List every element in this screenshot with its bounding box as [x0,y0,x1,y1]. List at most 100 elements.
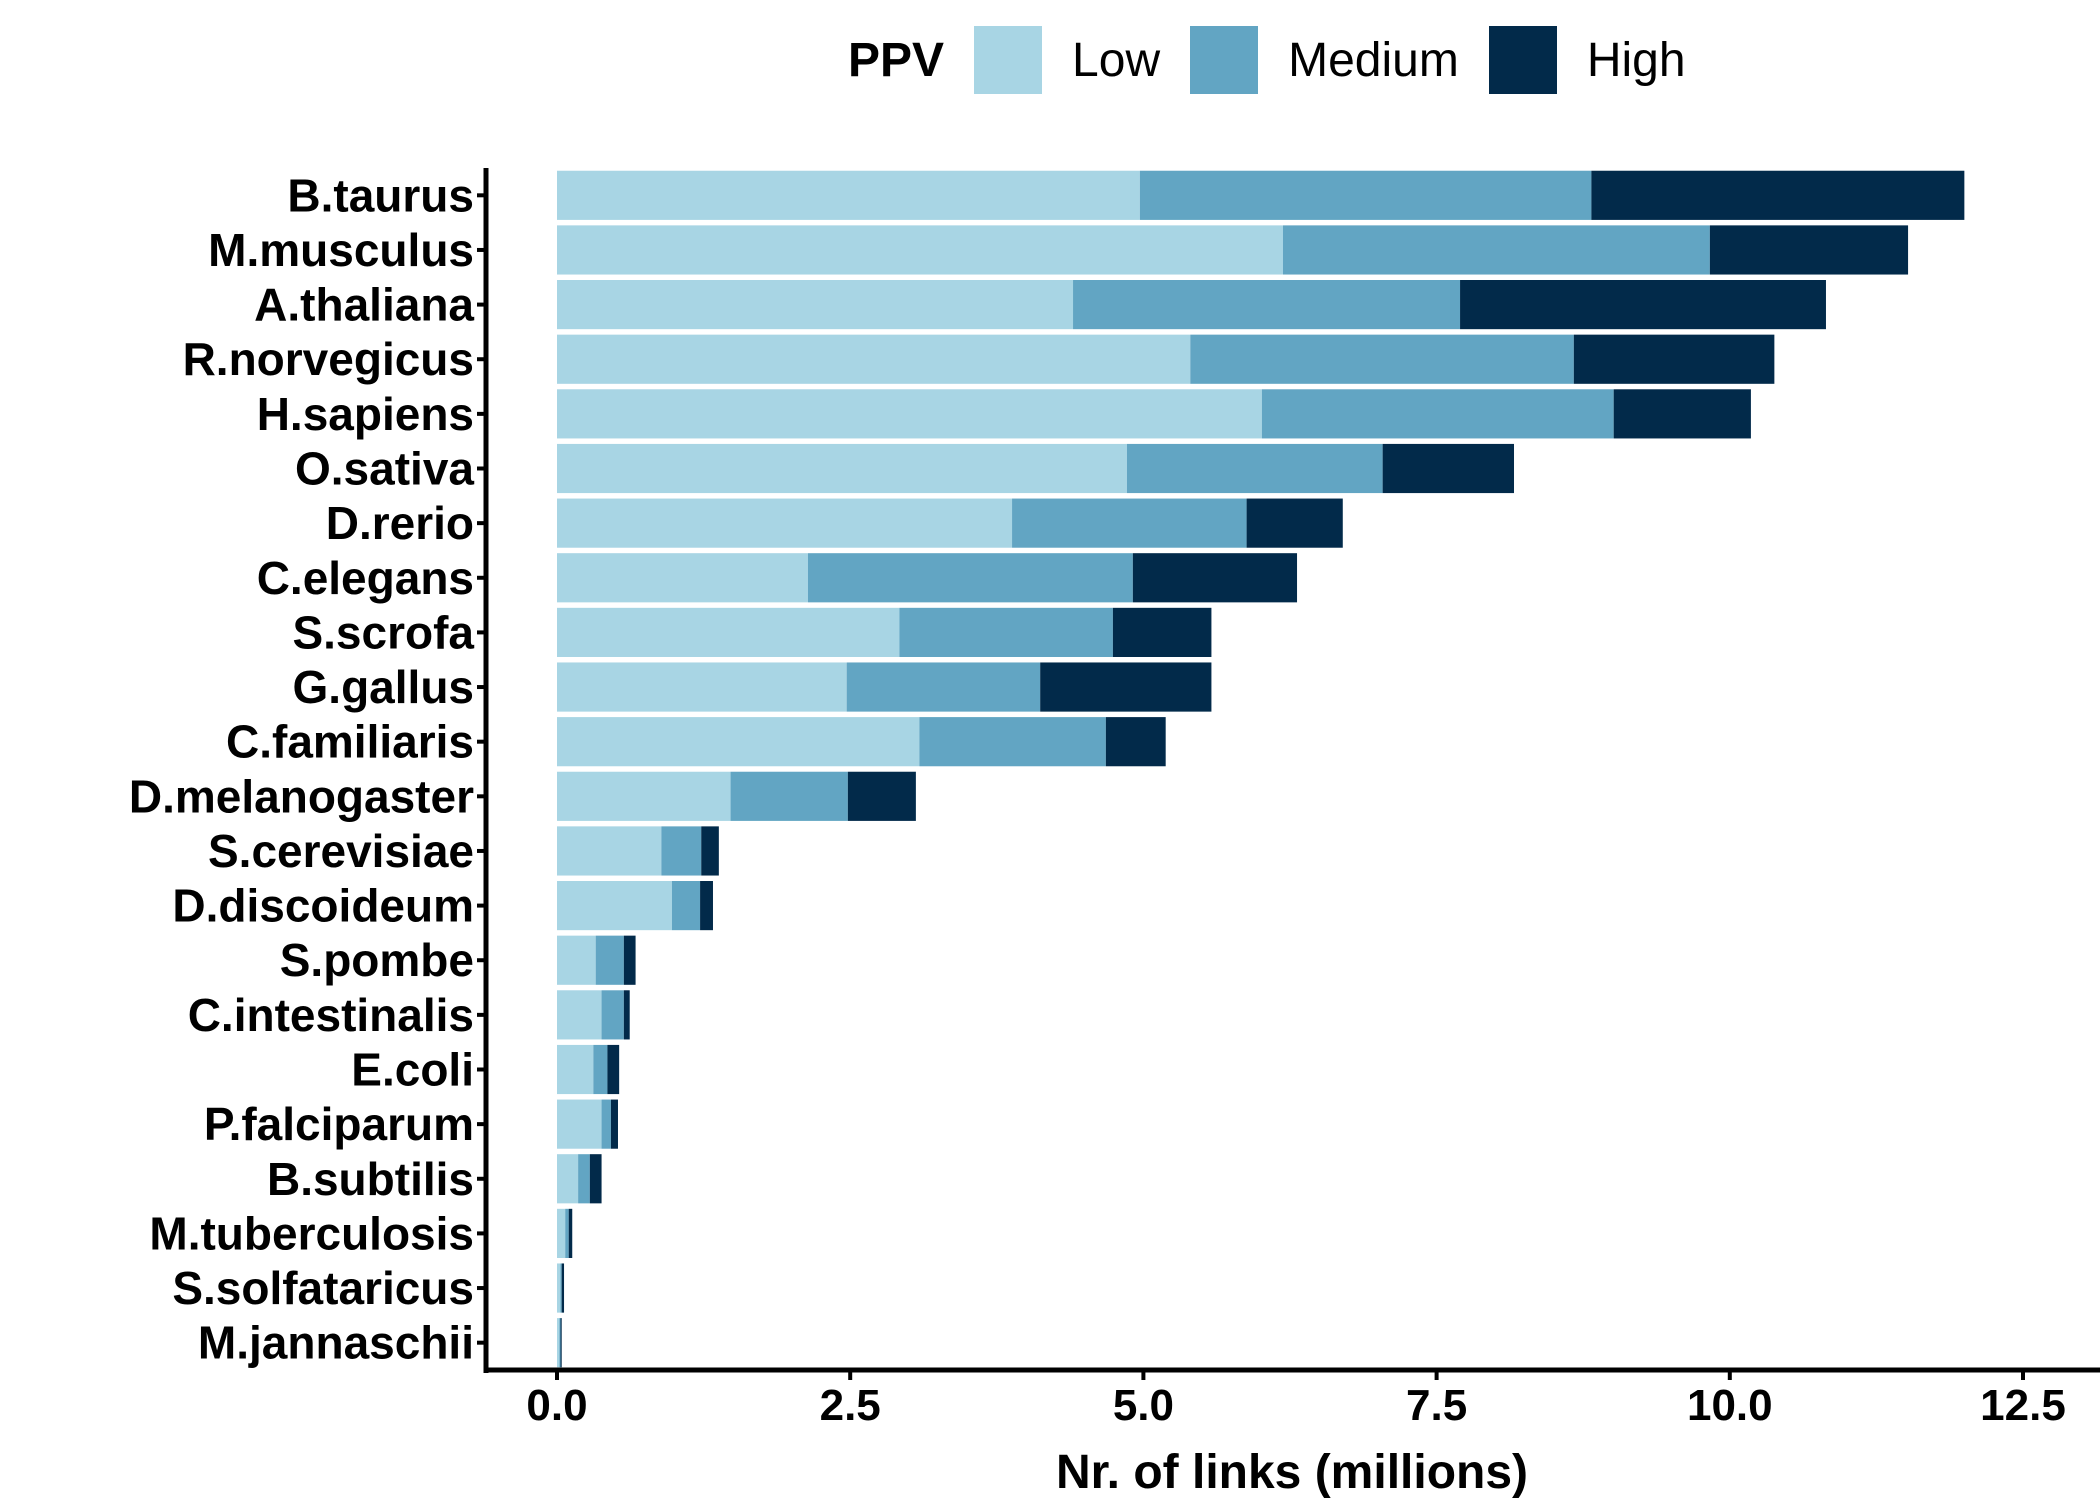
y-tick-label: G.gallus [293,661,474,713]
bar-c-elegans-medium [807,553,1133,603]
y-tick-label: M.jannaschii [198,1317,474,1369]
bar-d-rerio-low [557,498,1013,548]
y-tick-label: S.pombe [280,934,474,986]
bar-s-solfataricus-high [561,1263,565,1313]
y-tick-label: P.falciparum [204,1098,474,1150]
y-axis: B.taurusM.musculusA.thalianaR.norvegicus… [129,168,489,1373]
bar-b-subtilis-high [589,1154,602,1204]
legend-label-high: High [1586,33,1686,87]
y-tick-label: S.scrofa [292,606,474,658]
bar-m-jannaschii-low [557,1318,560,1368]
x-tick-label: 10.0 [1687,1381,1773,1430]
bar-m-jannaschii-medium [559,1318,561,1368]
bar-b-subtilis-low [557,1154,579,1204]
bar-d-melanogaster-medium [730,771,848,821]
bar-s-solfataricus-low [557,1263,561,1313]
bar-d-discoideum-medium [671,881,701,931]
bars [557,170,1965,1368]
bar-b-taurus-high [1591,170,1965,220]
legend-swatch-low [974,26,1043,94]
bar-m-musculus-medium [1282,225,1710,275]
bar-a-thaliana-low [557,280,1074,330]
bar-c-intestinalis-medium [601,990,624,1040]
bar-r-norvegicus-low [557,334,1191,384]
bar-h-sapiens-high [1613,389,1751,439]
bar-m-musculus-high [1709,225,1909,275]
bar-d-rerio-high [1246,498,1343,548]
bar-s-pombe-low [557,935,596,985]
y-tick-label: D.discoideum [172,880,474,932]
x-tick-label: 12.5 [1980,1381,2066,1430]
legend-swatch-medium [1190,26,1259,94]
legend-item-medium: Medium [1190,26,1459,94]
y-tick-label: S.cerevisiae [208,825,474,877]
bar-a-thaliana-high [1460,280,1826,330]
bar-c-intestinalis-low [557,990,602,1040]
legend-item-high: High [1488,26,1686,94]
bar-e-coli-medium [593,1044,608,1095]
legend-item-low: Low [974,26,1160,94]
bar-m-jannaschii-high [560,1318,562,1368]
bar-c-elegans-low [557,553,808,603]
y-tick-label: D.melanogaster [129,770,474,822]
legend: PPV Low Medium High [848,26,1716,94]
bar-b-taurus-low [557,170,1140,220]
y-tick-label: M.musculus [208,224,474,276]
bar-g-gallus-medium [846,662,1041,712]
legend-swatch-high [1488,26,1557,94]
bar-g-gallus-low [557,662,847,712]
bar-p-falciparum-medium [601,1099,611,1149]
bar-d-discoideum-low [557,881,672,931]
bar-b-subtilis-medium [578,1154,590,1204]
bar-c-familiaris-low [557,717,920,767]
bar-m-tuberculosis-high [568,1208,573,1258]
y-tick-label: D.rerio [326,497,474,549]
bar-h-sapiens-low [557,389,1262,439]
bar-p-falciparum-high [610,1099,618,1149]
x-tick-label: 2.5 [820,1381,881,1430]
y-tick-label: M.tuberculosis [149,1207,474,1259]
bar-o-sativa-high [1382,443,1515,494]
bar-o-sativa-low [557,443,1127,494]
bar-s-cerevisiae-low [557,826,662,876]
bar-o-sativa-medium [1126,443,1383,494]
bar-s-scrofa-medium [899,607,1113,657]
bar-d-melanogaster-low [557,771,731,821]
y-tick-label: B.subtilis [267,1153,474,1205]
bar-h-sapiens-medium [1261,389,1614,439]
bar-m-tuberculosis-low [557,1208,566,1258]
bar-g-gallus-high [1040,662,1212,712]
bar-c-familiaris-high [1105,717,1166,767]
bar-c-familiaris-medium [919,717,1106,767]
bar-d-discoideum-high [700,881,713,931]
x-tick-label: 5.0 [1113,1381,1174,1430]
y-tick-label: R.norvegicus [183,333,474,385]
bar-e-coli-low [557,1044,594,1095]
bar-a-thaliana-medium [1073,280,1461,330]
bar-d-melanogaster-high [847,771,916,821]
bar-e-coli-high [607,1044,620,1095]
bar-c-intestinalis-high [623,990,630,1040]
x-tick-label: 7.5 [1406,1381,1467,1430]
y-tick-label: A.thaliana [254,279,474,331]
bar-b-taurus-medium [1139,170,1592,220]
bar-s-pombe-medium [595,935,624,985]
bar-s-cerevisiae-medium [661,826,702,876]
legend-label-medium: Medium [1288,33,1459,87]
bar-p-falciparum-low [557,1099,602,1149]
y-tick-label: S.solfataricus [172,1262,474,1314]
bar-s-scrofa-high [1112,607,1212,657]
legend-label-low: Low [1072,33,1161,87]
bar-d-rerio-medium [1012,498,1247,548]
bar-r-norvegicus-high [1573,334,1775,384]
bar-r-norvegicus-medium [1190,334,1574,384]
legend-title: PPV [848,33,945,87]
y-tick-label: O.sativa [295,443,474,495]
bar-s-solfataricus-medium [560,1263,562,1313]
y-tick-label: H.sapiens [257,388,474,440]
x-axis-label: Nr. of links (millions) [1056,1446,1528,1499]
y-tick-label: B.taurus [287,169,474,221]
y-tick-label: C.elegans [257,552,474,604]
x-axis: 0.0 2.5 5.0 7.5 10.0 12.5 [484,1367,2100,1430]
